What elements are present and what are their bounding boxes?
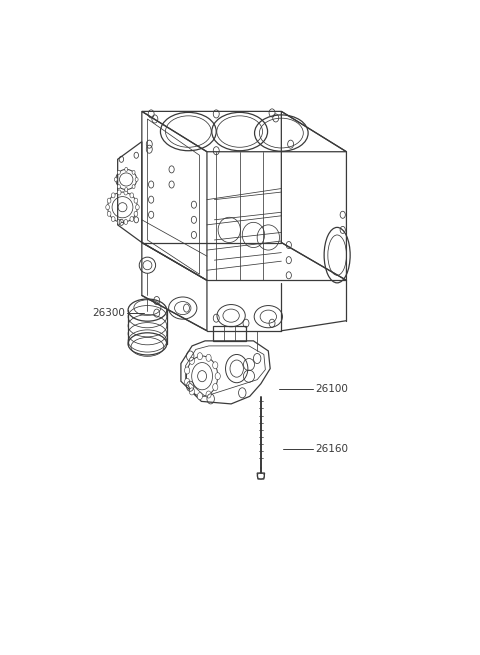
Circle shape (125, 168, 128, 172)
Circle shape (215, 373, 220, 380)
Circle shape (117, 190, 121, 195)
Circle shape (213, 362, 218, 369)
Circle shape (135, 204, 139, 210)
Circle shape (184, 367, 190, 374)
Circle shape (124, 190, 128, 195)
Circle shape (213, 384, 218, 390)
Circle shape (189, 358, 194, 364)
Circle shape (107, 212, 111, 216)
Circle shape (197, 352, 203, 360)
Circle shape (124, 219, 128, 225)
Circle shape (206, 354, 211, 362)
Circle shape (118, 185, 120, 189)
Circle shape (125, 187, 128, 191)
Circle shape (111, 217, 115, 221)
Circle shape (114, 178, 117, 181)
Circle shape (189, 388, 194, 395)
Circle shape (132, 185, 135, 189)
Circle shape (111, 193, 115, 198)
Circle shape (132, 170, 135, 174)
Circle shape (106, 204, 109, 210)
Circle shape (184, 379, 190, 385)
Text: 26300: 26300 (92, 308, 125, 318)
Circle shape (117, 219, 121, 225)
Circle shape (130, 193, 133, 198)
Text: 26100: 26100 (315, 384, 348, 394)
Circle shape (134, 212, 138, 216)
Circle shape (130, 217, 133, 221)
Circle shape (197, 392, 203, 400)
Circle shape (206, 391, 211, 398)
Circle shape (135, 178, 138, 181)
Text: 26160: 26160 (315, 444, 348, 455)
Circle shape (134, 198, 138, 203)
Circle shape (118, 170, 120, 174)
Circle shape (107, 198, 111, 203)
